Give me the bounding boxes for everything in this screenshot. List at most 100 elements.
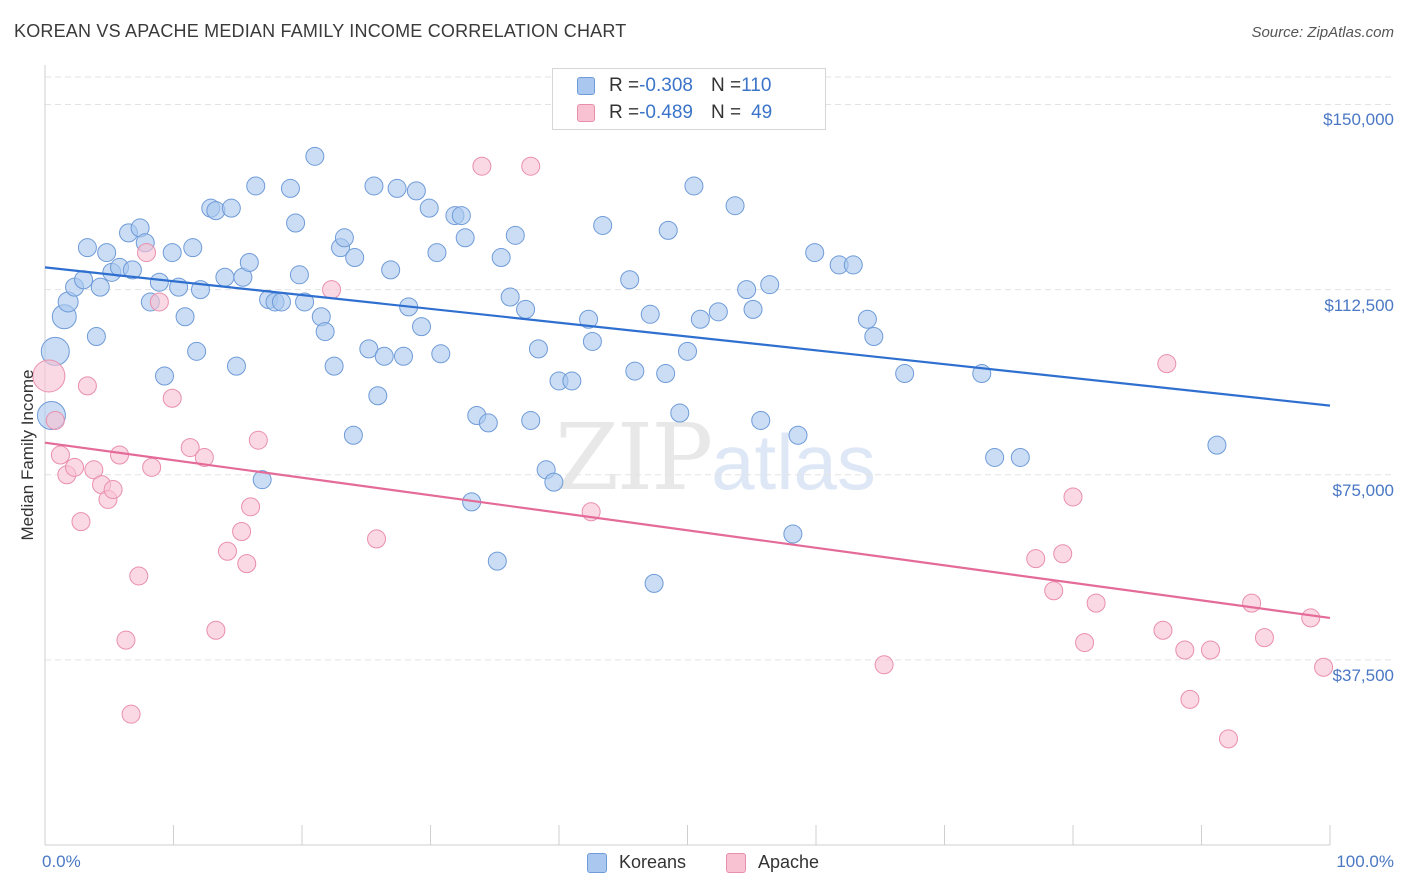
legend-label-apache: Apache bbox=[757, 852, 820, 872]
apache-point-17 bbox=[149, 292, 169, 312]
korean-point-109 bbox=[1010, 447, 1030, 467]
korean-point-87 bbox=[656, 364, 676, 384]
apache-point-5 bbox=[71, 512, 91, 532]
korean-point-44 bbox=[324, 356, 344, 376]
stats-row-koreans: R = -0.308 N = 110 bbox=[577, 74, 771, 98]
korean-point-97 bbox=[751, 410, 771, 430]
korean-point-53 bbox=[381, 260, 401, 280]
korean-point-90 bbox=[684, 176, 704, 196]
koreans-n-label: N = bbox=[710, 75, 742, 96]
korean-point-95 bbox=[737, 280, 757, 300]
korean-point-110 bbox=[1207, 435, 1227, 455]
korean-point-96 bbox=[743, 299, 763, 319]
apache-point-25 bbox=[241, 497, 261, 517]
stats-legend: R = -0.308 N = 110 R = -0.489 N = 49 bbox=[552, 68, 826, 130]
korean-point-13 bbox=[122, 260, 142, 280]
korean-point-58 bbox=[412, 317, 432, 337]
apache-point-23 bbox=[232, 522, 252, 542]
korean-point-93 bbox=[708, 302, 728, 322]
korean-point-101 bbox=[805, 243, 825, 263]
korean-point-23 bbox=[187, 341, 207, 361]
apache-point-41 bbox=[1175, 640, 1195, 660]
korean-point-72 bbox=[516, 299, 536, 319]
korean-trend-line bbox=[44, 266, 1331, 407]
stats-row-apache: R = -0.489 N = 49 bbox=[577, 101, 772, 125]
korean-point-47 bbox=[345, 248, 365, 268]
korean-point-105 bbox=[864, 327, 884, 347]
apache-point-46 bbox=[1254, 628, 1274, 648]
apache-point-28 bbox=[367, 529, 387, 549]
apache-point-29 bbox=[472, 156, 492, 176]
korean-point-54 bbox=[387, 178, 407, 198]
apache-point-2 bbox=[50, 445, 70, 465]
apache-point-27 bbox=[322, 280, 342, 300]
legend-item-apache[interactable]: Apache bbox=[725, 852, 820, 873]
apache-point-38 bbox=[1086, 593, 1106, 613]
apache-point-45 bbox=[1242, 593, 1262, 613]
y-tick-label-112500: $112,500 bbox=[1324, 295, 1394, 315]
korean-point-79 bbox=[579, 309, 599, 329]
korean-point-43 bbox=[315, 322, 335, 342]
series-legend: Koreans Apache bbox=[0, 852, 1406, 873]
apache-point-48 bbox=[1314, 657, 1334, 677]
y-axis-label: Median Family Income bbox=[18, 369, 37, 541]
apache-point-42 bbox=[1180, 689, 1200, 709]
korean-point-94 bbox=[725, 196, 745, 216]
korean-point-88 bbox=[670, 403, 690, 423]
apache-point-21 bbox=[206, 620, 226, 640]
korean-point-18 bbox=[155, 366, 175, 386]
korean-point-100 bbox=[788, 425, 808, 445]
apache-r-value: -0.489 bbox=[639, 102, 693, 123]
korean-point-49 bbox=[359, 339, 379, 359]
korean-point-32 bbox=[246, 176, 266, 196]
korean-point-108 bbox=[985, 447, 1005, 467]
korean-point-67 bbox=[478, 413, 498, 433]
korean-point-9 bbox=[97, 243, 117, 263]
apache-point-14 bbox=[129, 566, 149, 586]
apache-point-30 bbox=[521, 156, 541, 176]
apache-point-26 bbox=[248, 430, 268, 450]
apache-point-32 bbox=[874, 655, 894, 675]
chart-title: KOREAN VS APACHE MEDIAN FAMILY INCOME CO… bbox=[14, 21, 627, 41]
apache-point-44 bbox=[1218, 729, 1238, 749]
korean-point-37 bbox=[280, 178, 300, 198]
korean-point-17 bbox=[149, 272, 169, 292]
apache-trend-line bbox=[44, 441, 1331, 620]
apache-point-35 bbox=[1053, 544, 1073, 564]
apache-point-22 bbox=[217, 541, 237, 561]
korean-point-33 bbox=[252, 470, 272, 490]
korean-point-64 bbox=[455, 228, 475, 248]
legend-swatch-apache bbox=[725, 852, 746, 873]
apache-point-47 bbox=[1301, 608, 1321, 628]
korean-point-19 bbox=[162, 243, 182, 263]
apache-swatch bbox=[577, 104, 595, 122]
korean-point-81 bbox=[593, 215, 613, 235]
korean-point-50 bbox=[364, 176, 384, 196]
korean-point-73 bbox=[521, 410, 541, 430]
korean-point-8 bbox=[86, 327, 106, 347]
apache-point-18 bbox=[162, 388, 182, 408]
apache-point-16 bbox=[142, 457, 162, 477]
koreans-swatch bbox=[577, 77, 595, 95]
legend-swatch-koreans bbox=[586, 852, 607, 873]
apache-point-20 bbox=[194, 447, 214, 467]
korean-point-85 bbox=[644, 573, 664, 593]
apache-n-value: 49 bbox=[751, 102, 773, 123]
korean-point-7 bbox=[90, 277, 110, 297]
korean-point-104 bbox=[857, 309, 877, 329]
korean-point-51 bbox=[368, 386, 388, 406]
korean-point-22 bbox=[183, 238, 203, 258]
korean-point-99 bbox=[783, 524, 803, 544]
apache-n-label: N = bbox=[710, 102, 742, 123]
legend-item-koreans[interactable]: Koreans bbox=[586, 852, 686, 873]
apache-point-34 bbox=[1044, 581, 1064, 601]
legend-label-koreans: Koreans bbox=[618, 852, 686, 872]
korean-point-61 bbox=[431, 344, 451, 364]
korean-point-5 bbox=[77, 238, 97, 258]
apache-point-40 bbox=[1153, 620, 1173, 640]
korean-point-89 bbox=[678, 341, 697, 361]
apache-point-13 bbox=[121, 704, 141, 724]
apache-point-4 bbox=[65, 457, 85, 477]
korean-point-59 bbox=[419, 198, 439, 218]
